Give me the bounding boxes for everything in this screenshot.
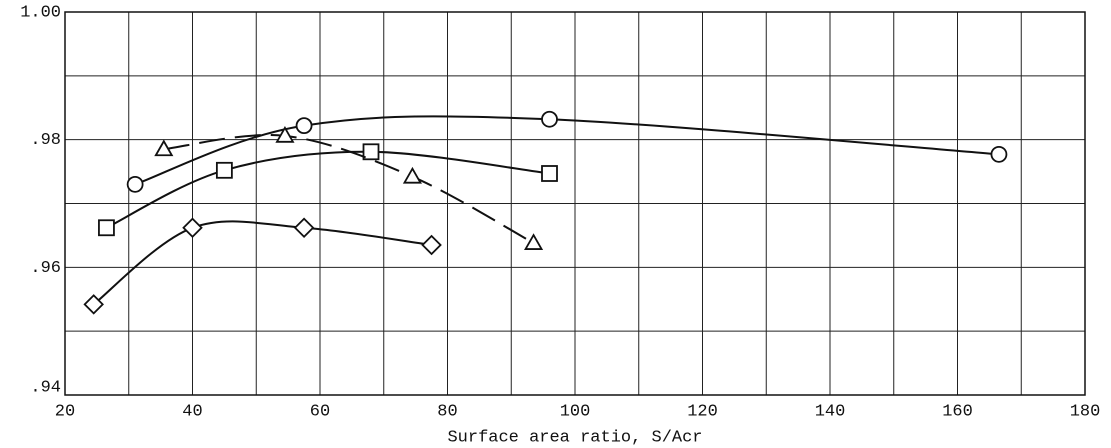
marker [541, 110, 558, 128]
marker [293, 217, 315, 239]
marker [154, 139, 174, 157]
y-tick-label: .98 [30, 131, 61, 150]
series-line [93, 220, 432, 306]
x-tick-label: 40 [182, 402, 202, 421]
x-tick-label: 180 [1070, 402, 1101, 421]
marker [83, 294, 104, 315]
series-line [105, 150, 550, 229]
x-tick-label: 100 [560, 402, 591, 421]
x-tick-label: 120 [687, 402, 718, 421]
x-tick-label: 20 [55, 402, 75, 421]
marker [421, 234, 442, 256]
marker [275, 126, 295, 143]
plot-frame [64, 11, 1086, 396]
y-tick-label: 1.00 [20, 3, 61, 22]
marker [402, 166, 422, 184]
marker [362, 143, 380, 161]
marker [126, 175, 144, 193]
x-tick-label: 140 [815, 402, 846, 421]
marker [182, 217, 203, 239]
marker [215, 161, 233, 179]
x-tick-label: 80 [437, 402, 457, 421]
x-tick-label: 60 [310, 402, 330, 421]
marker [524, 233, 544, 250]
marker [990, 145, 1008, 163]
x-axis-label: Surface area ratio, S/Acr [447, 428, 702, 447]
x-tick-label: 160 [942, 402, 973, 421]
series-line [163, 134, 535, 244]
marker [98, 219, 115, 237]
series-line [134, 115, 1000, 186]
y-tick-label: .96 [30, 259, 61, 278]
marker [295, 117, 313, 135]
marker [541, 165, 558, 182]
y-tick-label: .94 [30, 378, 61, 397]
